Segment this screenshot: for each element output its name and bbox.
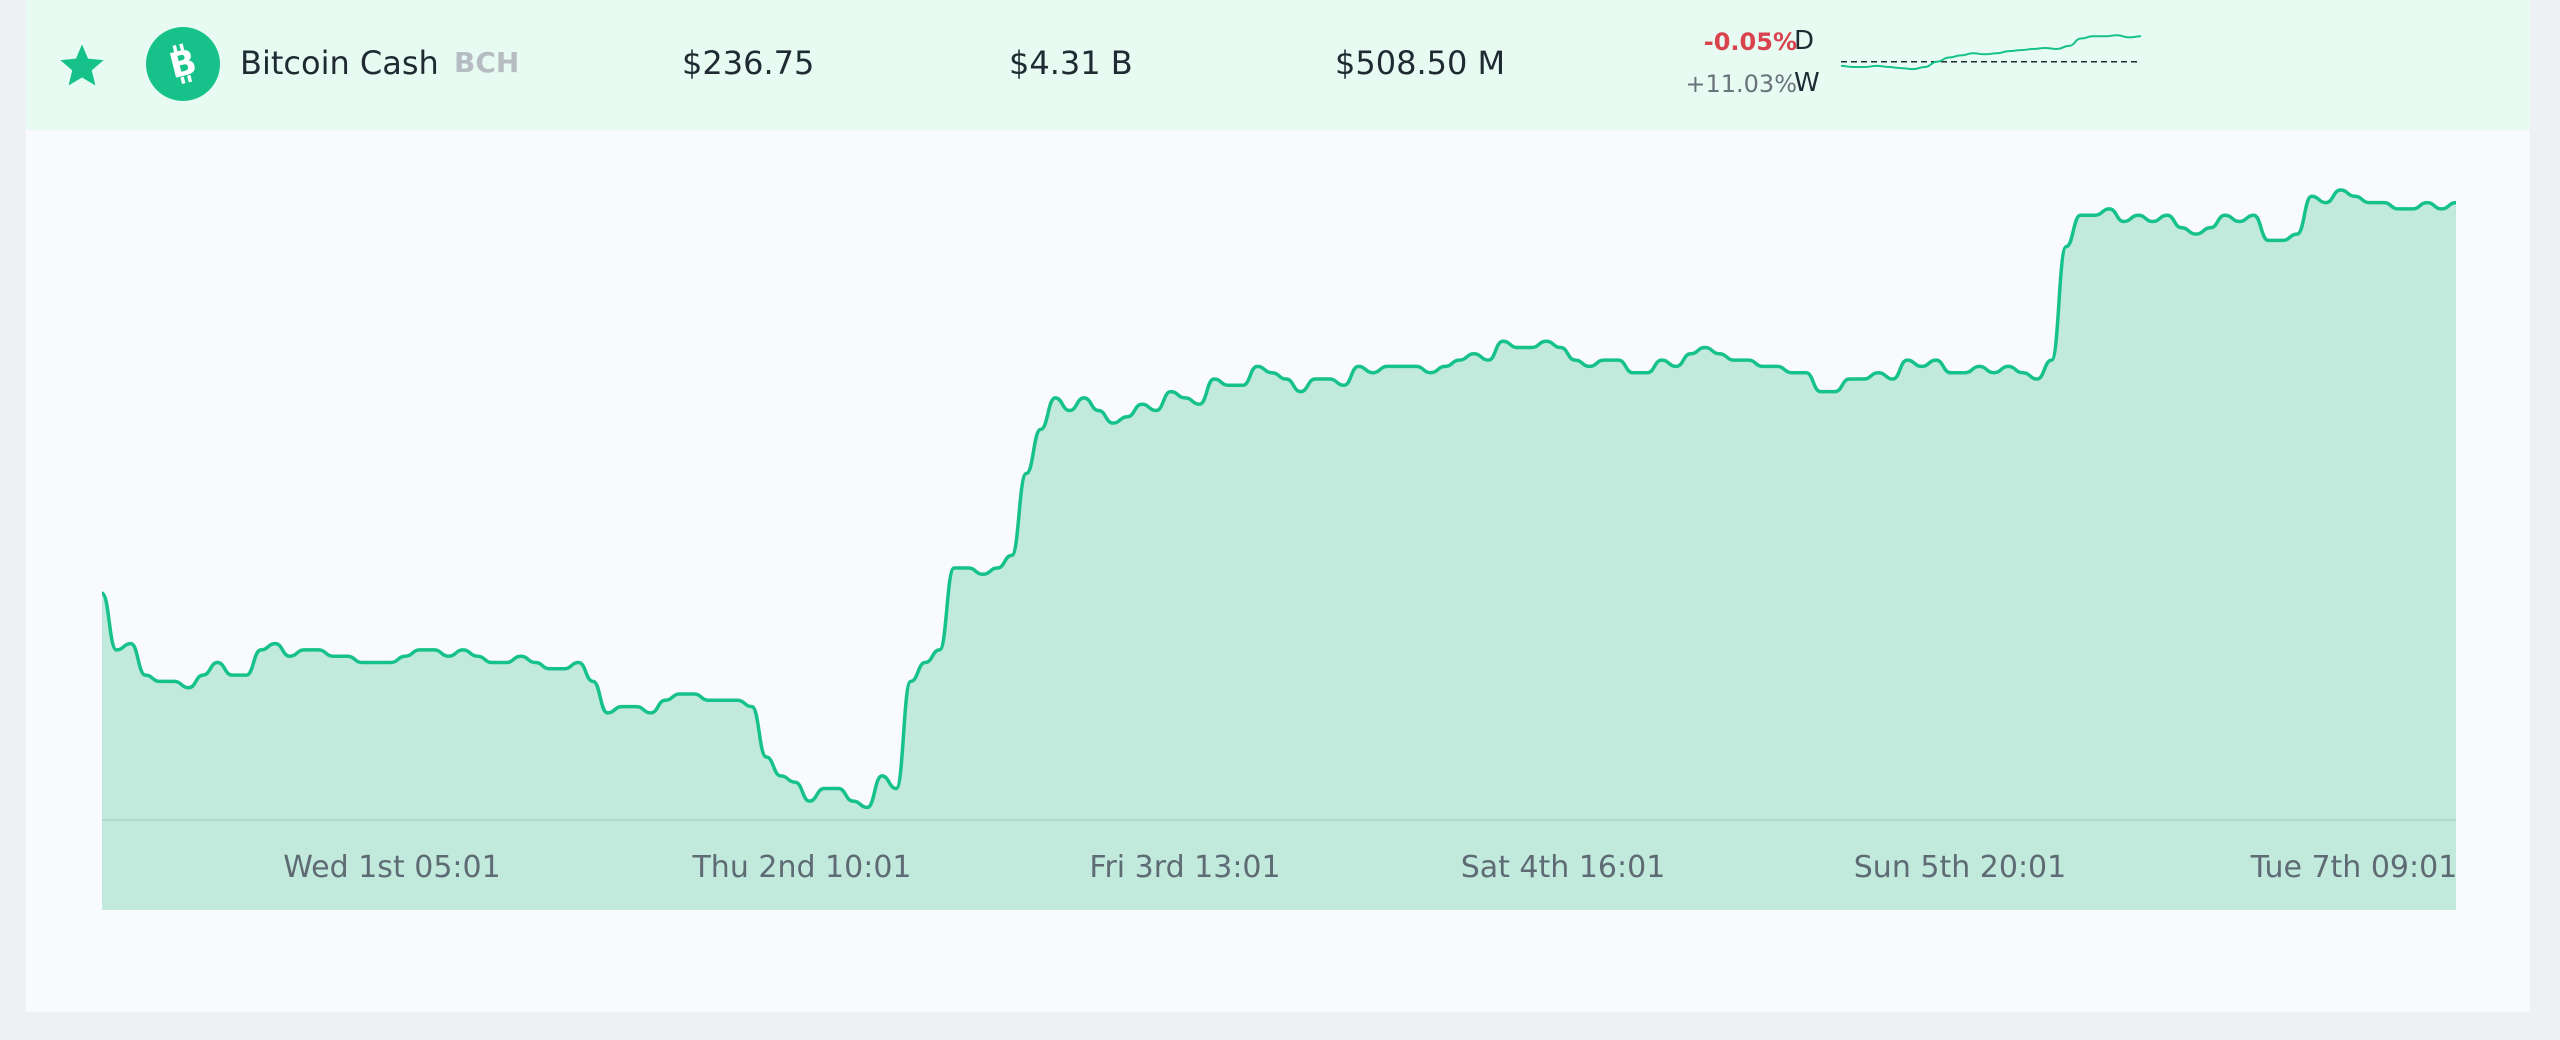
market-cap: $4.31 B <box>1009 44 1133 82</box>
x-tick-label: Fri 3rd 13:01 <box>1089 850 1280 885</box>
x-tick-label: Sat 4th 16:01 <box>1461 850 1666 885</box>
coin-price: $236.75 <box>682 44 815 82</box>
change-day: -0.05% <box>1703 28 1797 56</box>
change-week: +11.03% <box>1685 70 1797 98</box>
week-sparkline <box>1840 34 2142 71</box>
star-icon[interactable] <box>56 40 108 92</box>
price-area-fill <box>102 190 2456 910</box>
coin-row[interactable]: B Bitcoin Cash BCH $236.75 $4.31 B $508.… <box>26 0 2530 130</box>
bitcoin-cash-logo-icon: B <box>146 27 220 101</box>
coin-name[interactable]: Bitcoin Cash <box>240 44 439 82</box>
sparkline-line <box>1840 34 2142 71</box>
x-tick-label: Sun 5th 20:01 <box>1854 850 2066 885</box>
volume-24h: $508.50 M <box>1335 44 1506 82</box>
x-tick-label: Tue 7th 09:01 <box>2250 850 2458 885</box>
x-tick-label: Thu 2nd 10:01 <box>691 850 911 885</box>
label-week: W <box>1794 68 1820 98</box>
coin-symbol: BCH <box>454 46 520 79</box>
coin-card: B Bitcoin Cash BCH $236.75 $4.31 B $508.… <box>26 0 2530 1012</box>
x-axis-ticks: Wed 1st 05:01 Thu 2nd 10:01 Fri 3rd 13:01 S… <box>283 850 2457 885</box>
price-line <box>102 188 2457 810</box>
label-day: D <box>1794 26 1815 56</box>
x-tick-label: Wed 1st 05:01 <box>283 850 500 885</box>
price-chart[interactable]: Wed 1st 05:01 Thu 2nd 10:01 Fri 3rd 13:01 S… <box>102 160 2482 920</box>
